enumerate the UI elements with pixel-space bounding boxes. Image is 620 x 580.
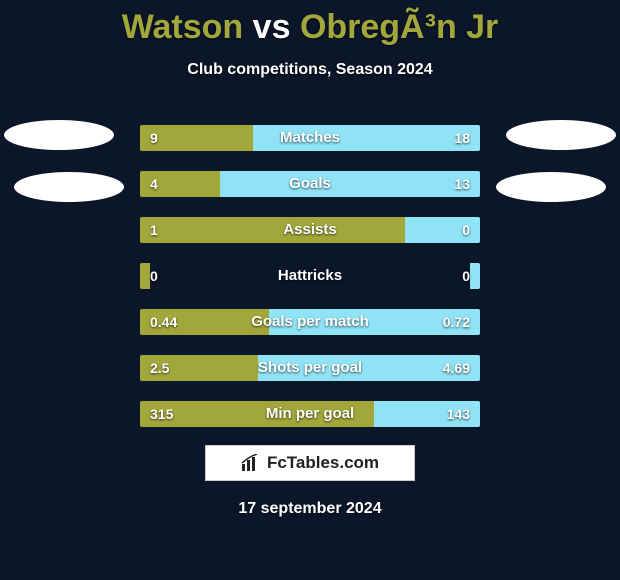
metric-label: Goals per match <box>140 309 480 335</box>
metric-label: Shots per goal <box>140 355 480 381</box>
metric-label: Matches <box>140 125 480 151</box>
metric-row: 0.440.72Goals per match <box>140 309 480 335</box>
metric-row: 00Hattricks <box>140 263 480 289</box>
metric-label: Min per goal <box>140 401 480 427</box>
metric-label: Assists <box>140 217 480 243</box>
metric-label: Goals <box>140 171 480 197</box>
page-title: Watson vs ObregÃ³n Jr <box>0 0 620 47</box>
footer-date: 17 september 2024 <box>0 500 620 518</box>
metric-row: 413Goals <box>140 171 480 197</box>
metric-row: 315143Min per goal <box>140 401 480 427</box>
subtitle: Club competitions, Season 2024 <box>0 61 620 79</box>
avatar-placeholder-left-2 <box>14 172 124 202</box>
avatar-placeholder-right-2 <box>496 172 606 202</box>
footer-brand-text: FcTables.com <box>267 453 379 473</box>
avatar-placeholder-left-1 <box>4 120 114 150</box>
footer-brand-badge: FcTables.com <box>205 445 415 481</box>
vs-text: vs <box>253 8 291 46</box>
bar-chart-icon <box>241 454 261 472</box>
avatar-placeholder-right-1 <box>506 120 616 150</box>
player-left-name: Watson <box>122 8 244 46</box>
comparison-rows: 918Matches 413Goals 10Assists 00Hattricks 0.… <box>140 125 480 447</box>
metric-row: 10Assists <box>140 217 480 243</box>
metric-row: 2.54.69Shots per goal <box>140 355 480 381</box>
metric-row: 918Matches <box>140 125 480 151</box>
metric-label: Hattricks <box>140 263 480 289</box>
player-right-name: ObregÃ³n Jr <box>300 8 498 46</box>
